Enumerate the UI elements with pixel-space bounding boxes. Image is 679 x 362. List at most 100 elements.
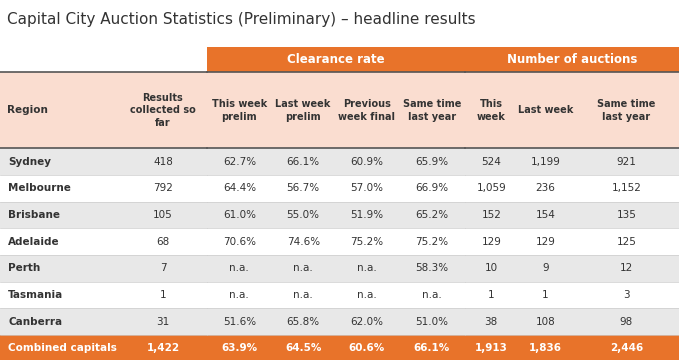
Text: 125: 125 (617, 237, 636, 247)
Text: Brisbane: Brisbane (8, 210, 60, 220)
Text: Same time
last year: Same time last year (403, 99, 461, 122)
Text: 3: 3 (623, 290, 629, 300)
Text: Region: Region (7, 105, 48, 115)
Bar (465, 148, 679, 175)
Bar (465, 308, 679, 335)
Text: 135: 135 (617, 210, 636, 220)
Text: 65.2%: 65.2% (416, 210, 448, 220)
Text: 152: 152 (481, 210, 501, 220)
Bar (0, 175, 207, 202)
Text: 65.8%: 65.8% (287, 316, 320, 327)
Text: 62.0%: 62.0% (350, 316, 383, 327)
Bar (465, 335, 679, 360)
Text: 2,446: 2,446 (610, 342, 643, 353)
Text: n.a.: n.a. (356, 290, 377, 300)
Bar (0, 148, 207, 175)
Text: Clearance rate: Clearance rate (287, 53, 385, 66)
Text: 129: 129 (536, 237, 555, 247)
Text: This week
prelim: This week prelim (212, 99, 267, 122)
Bar (465, 47, 679, 72)
Text: 7: 7 (160, 263, 166, 273)
Text: n.a.: n.a. (230, 290, 249, 300)
Text: 70.6%: 70.6% (223, 237, 256, 247)
Text: Same time
last year: Same time last year (598, 99, 655, 122)
Bar (0, 72, 207, 148)
Text: 524: 524 (481, 157, 501, 167)
Text: 921: 921 (617, 157, 636, 167)
Text: 75.2%: 75.2% (416, 237, 448, 247)
Bar (207, 228, 465, 255)
Text: 66.1%: 66.1% (414, 342, 450, 353)
Text: 10: 10 (485, 263, 498, 273)
Bar (207, 308, 465, 335)
Text: 1,913: 1,913 (475, 342, 508, 353)
Bar (207, 335, 465, 360)
Bar (207, 175, 465, 202)
Text: 1,152: 1,152 (612, 184, 641, 193)
Text: 75.2%: 75.2% (350, 237, 383, 247)
Text: 1,422: 1,422 (147, 342, 179, 353)
Text: 60.6%: 60.6% (348, 342, 385, 353)
Text: 64.5%: 64.5% (285, 342, 321, 353)
Text: 57.0%: 57.0% (350, 184, 383, 193)
Text: Perth: Perth (8, 263, 40, 273)
Text: 31: 31 (156, 316, 170, 327)
Text: n.a.: n.a. (293, 290, 313, 300)
Text: 63.9%: 63.9% (221, 342, 257, 353)
Text: 74.6%: 74.6% (287, 237, 320, 247)
Text: 68: 68 (156, 237, 170, 247)
Text: n.a.: n.a. (230, 263, 249, 273)
Bar (465, 202, 679, 228)
Bar (0, 228, 207, 255)
Text: 9: 9 (543, 263, 549, 273)
Text: Combined capitals: Combined capitals (8, 342, 117, 353)
Bar (207, 148, 465, 175)
Text: 62.7%: 62.7% (223, 157, 256, 167)
Bar (207, 282, 465, 308)
Bar (0, 255, 207, 282)
Bar (0, 308, 207, 335)
Text: 1: 1 (488, 290, 494, 300)
Bar (465, 175, 679, 202)
Text: 55.0%: 55.0% (287, 210, 320, 220)
Text: 51.6%: 51.6% (223, 316, 256, 327)
Text: 51.9%: 51.9% (350, 210, 383, 220)
Text: Adelaide: Adelaide (8, 237, 60, 247)
Text: 64.4%: 64.4% (223, 184, 256, 193)
Bar (207, 202, 465, 228)
Text: 58.3%: 58.3% (416, 263, 448, 273)
Text: Melbourne: Melbourne (8, 184, 71, 193)
Text: 56.7%: 56.7% (287, 184, 320, 193)
Text: 418: 418 (153, 157, 173, 167)
Text: 105: 105 (153, 210, 173, 220)
Text: n.a.: n.a. (293, 263, 313, 273)
Text: 51.0%: 51.0% (416, 316, 448, 327)
Text: 236: 236 (536, 184, 555, 193)
Text: 38: 38 (485, 316, 498, 327)
Text: 129: 129 (481, 237, 501, 247)
Text: 61.0%: 61.0% (223, 210, 256, 220)
Bar (0, 335, 207, 360)
Bar (465, 282, 679, 308)
Text: Capital City Auction Statistics (Preliminary) – headline results: Capital City Auction Statistics (Prelimi… (7, 12, 475, 28)
Text: This
week: This week (477, 99, 506, 122)
Text: 154: 154 (536, 210, 555, 220)
Bar (465, 72, 679, 148)
Text: 66.1%: 66.1% (287, 157, 320, 167)
Text: 108: 108 (536, 316, 555, 327)
Bar (465, 255, 679, 282)
Bar (207, 255, 465, 282)
Bar (207, 47, 465, 72)
Text: 1,199: 1,199 (531, 157, 560, 167)
Text: Last week: Last week (518, 105, 573, 115)
Bar (465, 228, 679, 255)
Text: 792: 792 (153, 184, 173, 193)
Text: 65.9%: 65.9% (416, 157, 448, 167)
Text: 66.9%: 66.9% (416, 184, 448, 193)
Text: n.a.: n.a. (422, 290, 442, 300)
Text: 1: 1 (543, 290, 549, 300)
Text: Results
collected so
far: Results collected so far (130, 93, 196, 128)
Text: 60.9%: 60.9% (350, 157, 383, 167)
Text: n.a.: n.a. (356, 263, 377, 273)
Text: Number of auctions: Number of auctions (507, 53, 638, 66)
